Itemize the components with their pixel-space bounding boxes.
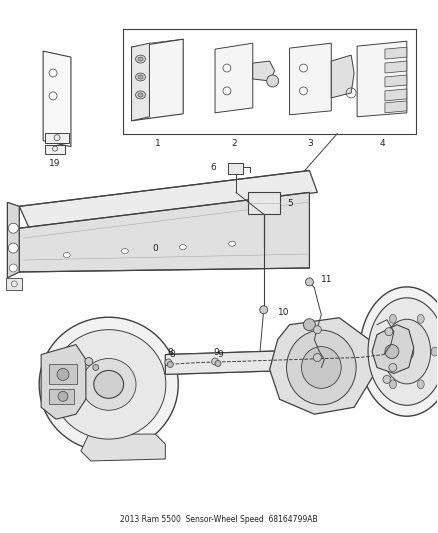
Ellipse shape xyxy=(389,314,396,324)
Circle shape xyxy=(85,358,93,366)
Polygon shape xyxy=(19,171,318,228)
Ellipse shape xyxy=(135,91,145,99)
Ellipse shape xyxy=(138,75,143,79)
Circle shape xyxy=(389,364,397,372)
Ellipse shape xyxy=(138,57,143,61)
Bar xyxy=(45,144,65,154)
Text: 2013 Ram 5500  Sensor-Wheel Speed  68164799AB: 2013 Ram 5500 Sensor-Wheel Speed 6816479… xyxy=(120,515,318,523)
Text: 19: 19 xyxy=(49,158,61,167)
Text: 1: 1 xyxy=(155,139,160,148)
Circle shape xyxy=(165,359,172,366)
Ellipse shape xyxy=(98,375,120,394)
Polygon shape xyxy=(385,47,407,59)
Text: 6: 6 xyxy=(210,163,216,172)
Circle shape xyxy=(267,75,279,87)
Ellipse shape xyxy=(286,330,356,405)
Polygon shape xyxy=(372,325,414,374)
Bar xyxy=(45,133,69,143)
Text: 11: 11 xyxy=(321,275,333,284)
Polygon shape xyxy=(7,203,19,278)
Text: 0: 0 xyxy=(152,244,158,253)
Ellipse shape xyxy=(368,298,438,405)
Text: 12: 12 xyxy=(290,328,301,337)
Circle shape xyxy=(385,345,399,359)
Ellipse shape xyxy=(39,317,178,451)
Ellipse shape xyxy=(64,253,70,257)
Bar xyxy=(228,163,243,174)
Text: 15: 15 xyxy=(399,322,410,330)
Ellipse shape xyxy=(301,346,341,389)
Circle shape xyxy=(8,243,18,253)
Polygon shape xyxy=(385,89,407,101)
Polygon shape xyxy=(270,318,374,414)
Ellipse shape xyxy=(417,314,424,324)
Circle shape xyxy=(93,365,99,370)
Circle shape xyxy=(58,391,68,401)
Polygon shape xyxy=(385,61,407,73)
Text: 16: 16 xyxy=(404,361,415,370)
Text: 17: 17 xyxy=(394,377,406,386)
Text: 3: 3 xyxy=(307,139,313,148)
Circle shape xyxy=(383,375,391,383)
Circle shape xyxy=(8,223,18,233)
Polygon shape xyxy=(290,43,331,115)
Ellipse shape xyxy=(121,248,128,254)
Text: 9: 9 xyxy=(217,350,223,359)
Polygon shape xyxy=(357,41,407,117)
Circle shape xyxy=(304,319,315,330)
Bar xyxy=(7,278,22,290)
Ellipse shape xyxy=(389,380,396,389)
Text: 9: 9 xyxy=(213,348,219,357)
Ellipse shape xyxy=(135,73,145,81)
Polygon shape xyxy=(131,43,149,121)
Polygon shape xyxy=(165,348,384,375)
Ellipse shape xyxy=(417,380,424,389)
Text: 8: 8 xyxy=(167,348,173,357)
Bar xyxy=(248,192,279,214)
Bar xyxy=(49,389,74,404)
Circle shape xyxy=(385,328,393,336)
Bar xyxy=(49,365,77,384)
Ellipse shape xyxy=(383,319,431,384)
Text: 13: 13 xyxy=(334,360,346,368)
Ellipse shape xyxy=(138,93,143,97)
Ellipse shape xyxy=(179,245,186,249)
Polygon shape xyxy=(253,61,275,81)
Ellipse shape xyxy=(135,55,145,63)
Text: 7: 7 xyxy=(67,350,73,359)
Circle shape xyxy=(305,278,314,286)
Circle shape xyxy=(167,361,173,367)
Text: —: — xyxy=(87,359,92,364)
Ellipse shape xyxy=(94,370,124,398)
Ellipse shape xyxy=(431,347,438,356)
Ellipse shape xyxy=(81,359,136,410)
Circle shape xyxy=(215,360,221,367)
Polygon shape xyxy=(81,434,165,461)
Text: 2: 2 xyxy=(231,139,237,148)
Circle shape xyxy=(314,353,321,361)
Circle shape xyxy=(212,358,219,365)
Polygon shape xyxy=(331,55,354,98)
Text: 5: 5 xyxy=(288,199,293,208)
Polygon shape xyxy=(215,43,253,113)
Polygon shape xyxy=(19,192,309,272)
Circle shape xyxy=(57,368,69,381)
Circle shape xyxy=(9,264,17,272)
Ellipse shape xyxy=(375,347,382,356)
Ellipse shape xyxy=(400,343,414,360)
Polygon shape xyxy=(43,51,71,147)
Text: 10: 10 xyxy=(278,308,289,317)
Ellipse shape xyxy=(52,330,166,439)
Circle shape xyxy=(314,326,321,334)
Ellipse shape xyxy=(229,241,236,246)
Text: 4: 4 xyxy=(379,139,385,148)
Polygon shape xyxy=(41,345,86,419)
Text: 8: 8 xyxy=(170,350,175,359)
Polygon shape xyxy=(131,39,183,121)
Text: 7: 7 xyxy=(76,361,82,370)
Polygon shape xyxy=(385,75,407,87)
Circle shape xyxy=(260,306,268,314)
Polygon shape xyxy=(385,101,407,113)
Ellipse shape xyxy=(360,287,438,416)
